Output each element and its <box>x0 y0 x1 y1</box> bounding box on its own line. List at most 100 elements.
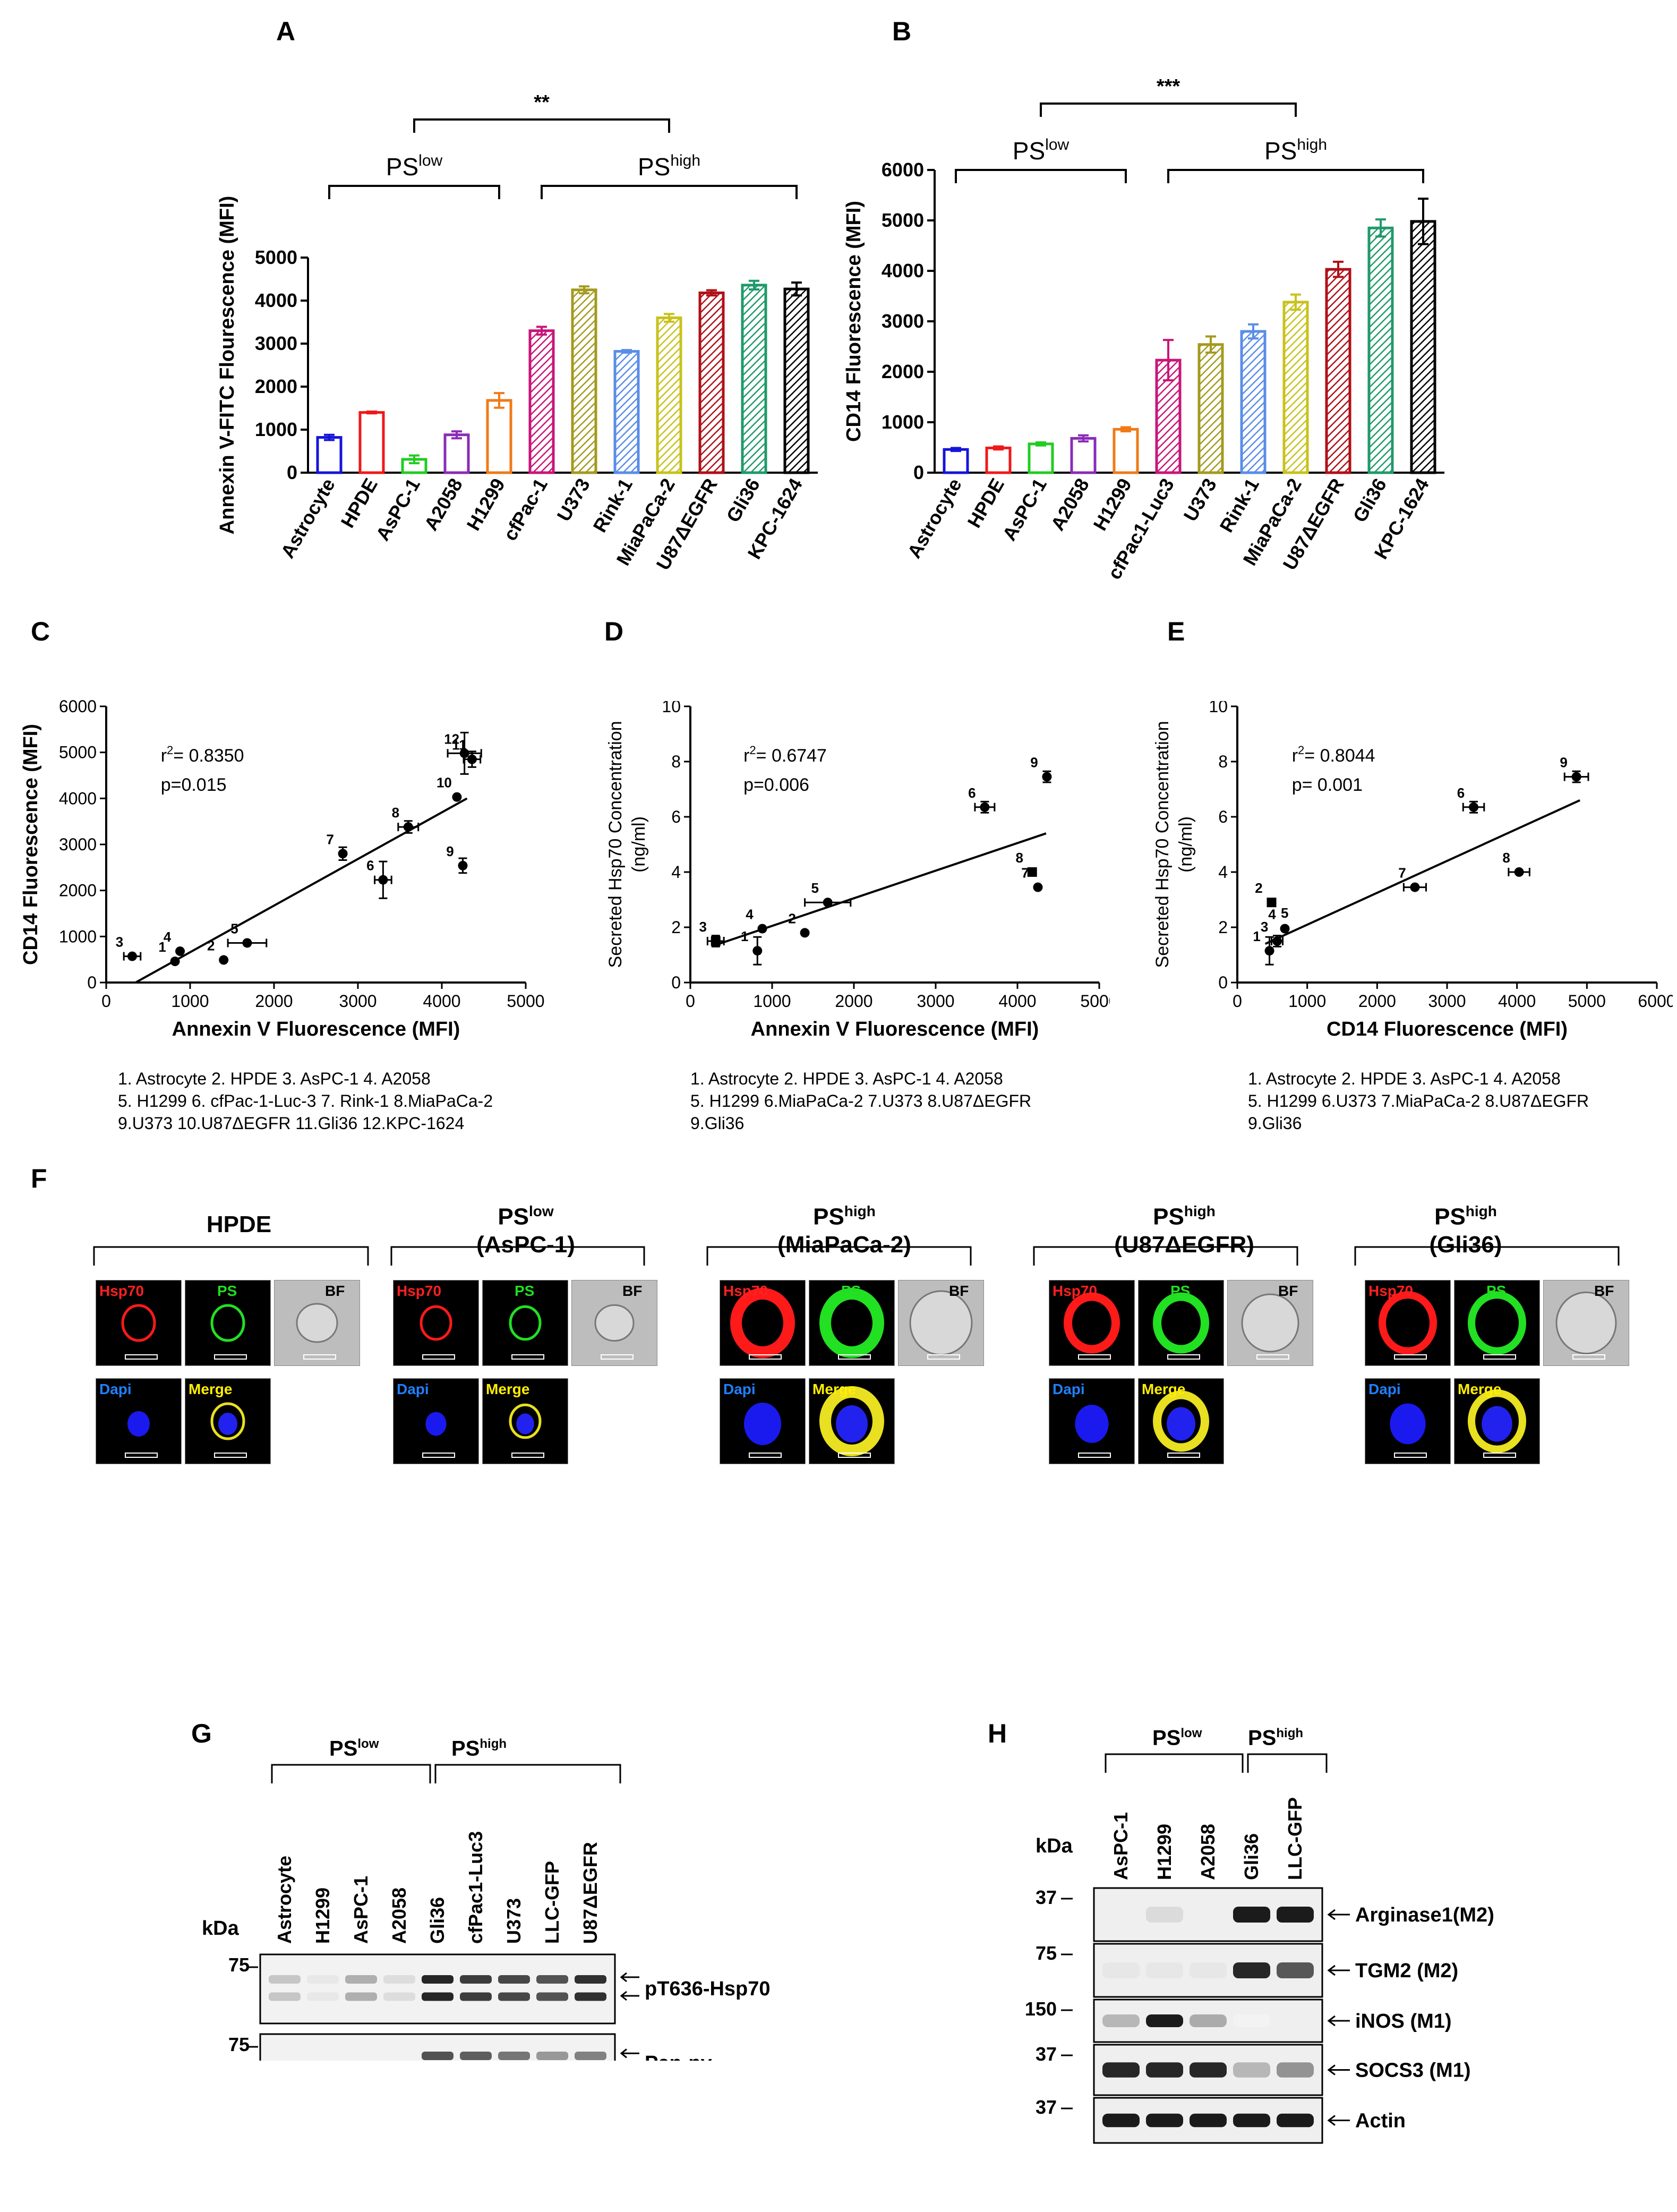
error-bar <box>324 433 335 441</box>
point-label: 7 <box>1398 865 1406 881</box>
micro-title-aspc1: PSlow (AsPC-1) <box>476 1203 575 1258</box>
point-label: 6 <box>366 858 374 874</box>
y-tick-label: 4 <box>1218 862 1228 882</box>
data-point-8 <box>1027 867 1037 877</box>
point-label: 8 <box>392 805 399 821</box>
data-point-3 <box>1272 936 1282 946</box>
x-tick-label: 0 <box>101 992 111 1011</box>
band-arrow <box>1327 2115 1350 2126</box>
cell-shape <box>125 1411 158 1458</box>
micrograph-hsp70: Hsp70 <box>1365 1280 1451 1366</box>
point-label: 6 <box>968 785 976 801</box>
band <box>307 1992 339 2001</box>
lane-label: LLC-GFP <box>1284 1797 1306 1880</box>
error-bar <box>579 285 589 295</box>
band <box>1233 2062 1270 2078</box>
x-tick-label: Gli36 <box>1348 475 1391 526</box>
x-tick-label: 4000 <box>998 992 1036 1011</box>
y-tick-label: 0 <box>913 462 924 483</box>
cell-shape <box>1064 1292 1120 1360</box>
band <box>1102 2062 1140 2078</box>
data-point-1 <box>1264 946 1274 956</box>
y-tick-label: 0 <box>87 973 97 992</box>
lane-label: AsPC-1 <box>1110 1812 1132 1880</box>
x-tick-label: H1299 <box>1089 475 1136 534</box>
x-tick-label: 0 <box>1233 992 1242 1011</box>
point-label: 8 <box>1502 850 1510 866</box>
group-bracket <box>541 185 798 199</box>
group-bracket <box>1105 1753 1328 1773</box>
lane-label: LLC-GFP <box>541 1861 563 1944</box>
bar-Astrocyte <box>316 436 343 474</box>
data-point-2 <box>1267 898 1277 908</box>
group-bracket <box>955 169 1127 183</box>
band <box>1190 2014 1227 2027</box>
channel-label-bf: BF <box>1594 1283 1614 1299</box>
micrograph-hsp70: Hsp70 <box>393 1280 479 1366</box>
cell-shape <box>1555 1291 1617 1360</box>
cell-shape <box>819 1288 884 1360</box>
x-tick-label: U373 <box>1179 475 1221 525</box>
y-tick-label: 3000 <box>59 835 97 854</box>
x-tick-label: Rink-1 <box>588 475 637 536</box>
y-tick-label: 2000 <box>255 375 297 397</box>
y-tick-label: 3000 <box>882 310 924 332</box>
band <box>269 1992 301 2001</box>
group-bracket <box>271 1764 621 1783</box>
point-label: 9 <box>1560 755 1567 771</box>
data-point-7 <box>1033 882 1043 892</box>
lane-label: H1299 <box>1153 1824 1175 1880</box>
x-tick-label: A2058 <box>1046 475 1093 534</box>
kda-label: kDa <box>202 1917 239 1940</box>
scatter-chart-c: 0 1000 2000 3000 4000 5000 6000 0 1000 2000 3000 40… <box>20 697 545 1040</box>
bar-chart-annexin: 0 1000 2000 3000 4000 5000 Annexin V-FITC Flou… <box>216 91 818 574</box>
bar-MiaPaCa-2 <box>1282 301 1309 474</box>
lane-label: A2058 <box>1197 1824 1219 1880</box>
point-label: 12 <box>444 731 459 747</box>
band <box>1146 1907 1183 1923</box>
cell-shape <box>509 1305 544 1360</box>
channel-label-hsp70: Hsp70 <box>1053 1283 1098 1299</box>
channel-label-hsp70: Hsp70 <box>723 1283 768 1299</box>
kda-marker: 37 <box>1036 2043 1057 2065</box>
x-tick-label: Rink-1 <box>1215 475 1263 536</box>
micro-title-u87: PShigh (U87ΔEGFR) <box>1114 1203 1254 1258</box>
micro-bracket <box>1354 1246 1620 1266</box>
p-value-label: p= 0.001 <box>1292 775 1363 795</box>
data-point-9 <box>1571 772 1581 782</box>
band <box>1277 2062 1314 2078</box>
cell-shape <box>909 1290 973 1360</box>
y-tick-label: 2000 <box>59 881 97 900</box>
y-tick-label: 1000 <box>882 411 924 433</box>
y-tick-label: 6 <box>671 807 681 826</box>
channel-label-ps: PS <box>841 1283 861 1299</box>
error-bar <box>993 445 1004 451</box>
cell-shape <box>1153 1292 1209 1360</box>
x-tick-label: Gli36 <box>722 475 764 526</box>
band <box>345 1992 377 2001</box>
y-tick-label: 8 <box>671 752 681 771</box>
error-bar <box>1418 198 1428 245</box>
band <box>345 1975 377 1984</box>
band <box>1146 1962 1183 1978</box>
micrograph-merge: Merge <box>482 1378 568 1464</box>
legend-line: 5. H1299 6.U373 7.MiaPaCa-2 8.U87ΔEGFR <box>1248 1091 1589 1111</box>
point-label: 3 <box>1261 919 1268 935</box>
data-point-7 <box>338 849 348 859</box>
point-label: 1 <box>1253 928 1260 944</box>
band <box>383 1975 415 1984</box>
western-blot-g: PSlow PShigh kDa Astrocyte H1299 AsPC-1 A20… <box>202 1731 887 2061</box>
band <box>1233 2014 1270 2027</box>
point-label: 5 <box>811 880 818 896</box>
channel-label-dapi: Dapi <box>723 1381 756 1397</box>
point-label: 4 <box>1268 907 1276 923</box>
x-tick-label: 3000 <box>917 992 954 1011</box>
panel-label-b: B <box>892 16 912 46</box>
error-bar <box>1290 293 1301 311</box>
channel-label-ps: PS <box>217 1283 237 1299</box>
band <box>498 1975 530 1984</box>
channel-label-bf: BF <box>325 1283 345 1299</box>
scatter-chart-d: 0 2 4 6 8 10 0 1000 2000 3000 4000 5000 Annexin V Fl… <box>605 701 1110 1040</box>
bar-chart-cd14: 0 1000 2000 3000 4000 5000 6000 CD14 Fluorescen… <box>843 75 1444 583</box>
micrograph-merge: Merge <box>1138 1378 1224 1464</box>
